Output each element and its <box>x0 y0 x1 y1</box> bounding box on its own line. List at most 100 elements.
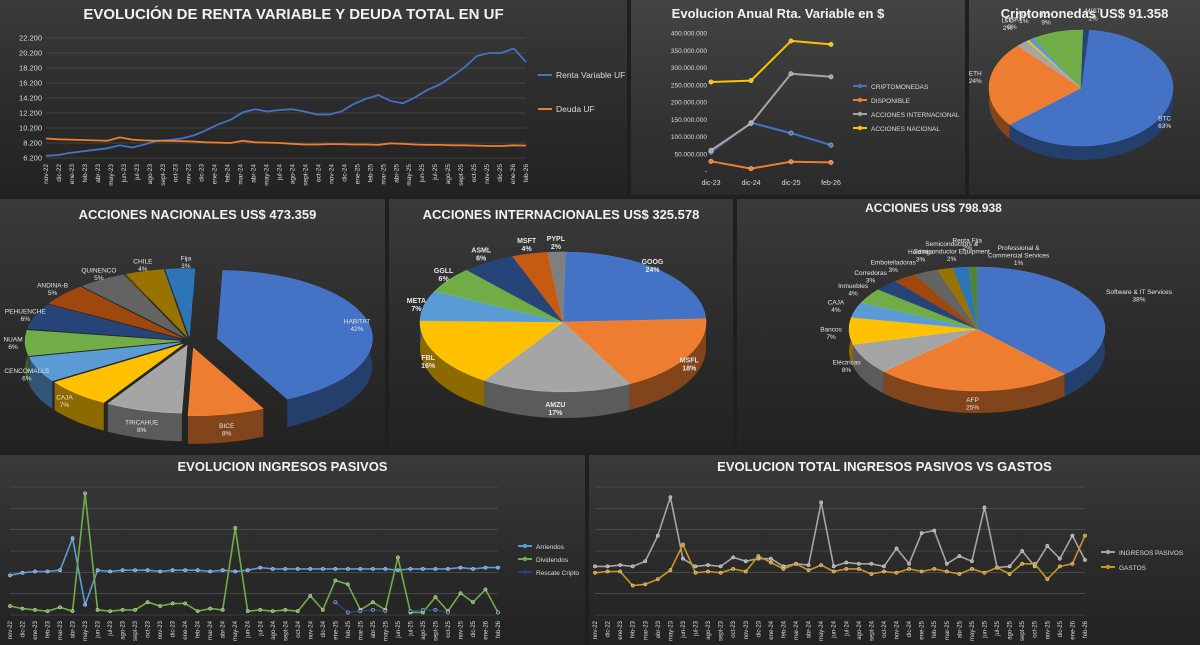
data-point <box>83 491 87 496</box>
slice-label: PEHUENCHE <box>5 308 46 315</box>
data-point <box>233 526 238 530</box>
pie-slice <box>419 320 564 381</box>
x-tick-label: ago-25 <box>445 164 452 185</box>
slice-label: HABITAT <box>344 319 371 326</box>
legend-label: Deuda UF <box>556 104 595 114</box>
data-point <box>819 563 824 567</box>
data-point <box>145 600 150 605</box>
data-point <box>1057 564 1062 569</box>
x-tick-label: ago-23 <box>147 164 154 185</box>
legend-label: INGRESOS PASIVOS <box>1119 550 1184 557</box>
x-tick-label: feb-26 <box>1083 620 1089 638</box>
x-tick-label: nov-25 <box>1045 620 1051 639</box>
x-tick-label: feb-24 <box>781 620 787 638</box>
data-point <box>1045 577 1050 582</box>
panel-renta-deuda: EVOLUCIÓN DE RENTA VARIABLE Y DEUDA TOTA… <box>0 0 627 195</box>
x-tick-label: ene-23 <box>69 164 76 185</box>
data-point <box>320 607 325 612</box>
data-point <box>421 607 425 612</box>
pie-slice-side <box>188 408 264 444</box>
slice-label: CENCOMALLS <box>4 368 49 375</box>
data-point <box>655 533 660 538</box>
x-tick-label: jun-23 <box>681 620 687 638</box>
pie-slice <box>988 45 1082 125</box>
data-point <box>183 568 188 573</box>
x-tick-label: feb-25 <box>932 620 938 638</box>
pie-slice <box>1080 29 1090 89</box>
x-tick-label: abr-24 <box>221 620 227 638</box>
x-tick-label: feb-24 <box>196 620 202 638</box>
legend-marker <box>857 97 863 103</box>
x-tick-label: nov-23 <box>744 620 750 639</box>
x-tick-label: dic-25 <box>781 180 800 187</box>
series-line <box>9 537 498 606</box>
slice-label: Bancos <box>820 326 842 333</box>
data-point <box>358 567 363 571</box>
chart-title: EVOLUCION INGRESOS PASIVOS <box>177 459 388 474</box>
x-tick-label: nov-25 <box>458 620 464 639</box>
x-tick-label: mar-25 <box>358 620 364 640</box>
data-point <box>345 610 350 615</box>
x-tick-label: ago-25 <box>421 620 427 639</box>
x-tick-label: jul-24 <box>844 620 850 636</box>
x-tick-label: feb-26 <box>821 180 841 187</box>
y-tick-label: 50.000.000 <box>674 151 707 158</box>
x-tick-label: ene-26 <box>1070 620 1076 639</box>
x-tick-label: may-23 <box>108 164 115 186</box>
data-point <box>630 564 635 569</box>
data-point <box>743 559 748 564</box>
x-tick-label: dic-25 <box>471 620 477 637</box>
x-tick-label: jun-24 <box>832 620 838 638</box>
pie-slice-side <box>484 380 630 418</box>
data-point <box>58 605 62 610</box>
data-point <box>446 610 450 615</box>
x-tick-label: oct-24 <box>882 620 888 637</box>
data-point <box>320 567 325 571</box>
data-point <box>932 567 937 571</box>
data-point <box>408 567 413 571</box>
data-point <box>8 573 12 578</box>
data-point <box>108 569 113 574</box>
data-point <box>882 569 886 574</box>
x-tick-label: abr-24 <box>807 620 813 638</box>
y-tick-label: 6.200 <box>23 154 42 163</box>
data-point <box>1045 543 1050 548</box>
data-point <box>731 567 736 571</box>
data-point <box>308 567 313 571</box>
x-tick-label: feb-23 <box>631 620 637 638</box>
data-point <box>258 565 263 570</box>
data-point <box>982 505 987 510</box>
x-tick-label: oct-23 <box>173 164 180 182</box>
series-line <box>45 136 527 147</box>
x-tick-label: nov-24 <box>328 164 335 184</box>
slice-percent: 1% <box>1019 18 1029 25</box>
x-tick-label: feb-25 <box>367 164 374 183</box>
x-tick-label: jul-23 <box>108 620 114 636</box>
data-point <box>731 555 736 560</box>
data-point <box>768 556 773 561</box>
slice-label: QUINENCO <box>81 268 116 275</box>
x-tick-label: dic-22 <box>21 620 27 637</box>
series-line <box>594 535 1086 587</box>
data-point <box>748 120 754 126</box>
legend-label: Renta Variable UF <box>556 70 625 80</box>
data-point <box>668 568 673 573</box>
data-point <box>8 604 12 608</box>
slice-label: LTC <box>1002 18 1014 25</box>
data-point <box>944 569 949 574</box>
data-point <box>593 564 597 569</box>
x-tick-label: feb-26 <box>523 164 530 183</box>
slice-label: Renta Fija <box>952 237 982 244</box>
slice-percent: 9% <box>1041 20 1051 27</box>
chart-title: EVOLUCION TOTAL INGRESOS PASIVOS VS GAST… <box>717 459 1052 474</box>
pie-slice-side <box>29 357 53 409</box>
data-point <box>70 609 75 614</box>
data-point <box>693 564 698 569</box>
slice-percent: 4% <box>848 290 858 297</box>
x-tick-label: may-25 <box>383 620 389 641</box>
slice-percent: 4% <box>522 246 533 253</box>
data-point <box>383 609 388 614</box>
legend-marker <box>857 111 863 117</box>
x-tick-label: mar-25 <box>380 164 387 185</box>
data-point <box>919 569 924 574</box>
